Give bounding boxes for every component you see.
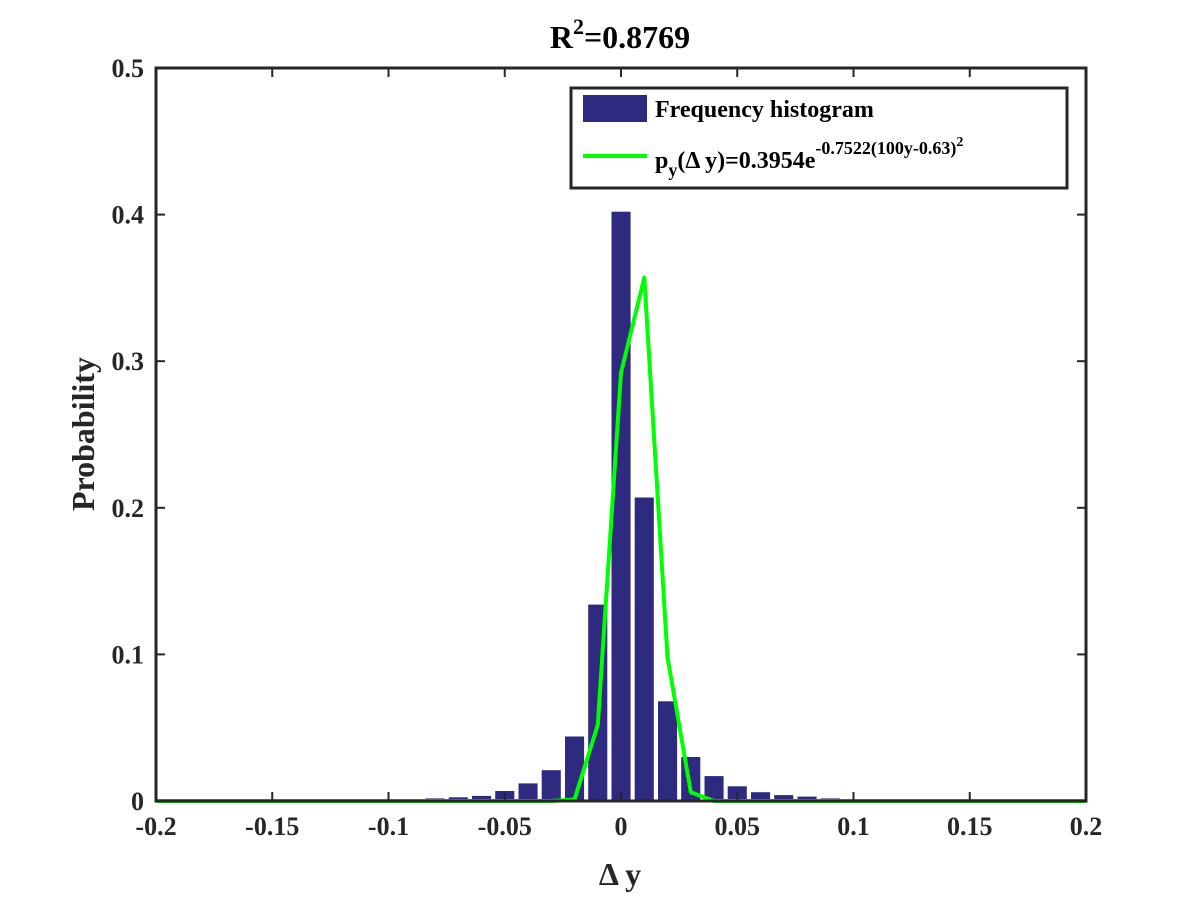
legend-fit-mid: (Δ y)=0.3954e (677, 148, 815, 174)
histogram-bar (751, 792, 771, 801)
histogram-bar (797, 796, 817, 801)
x-tick-label: 0.1 (837, 812, 870, 841)
chart-title-base: R (550, 19, 574, 55)
legend-fit-sup: -0.7522(100y-0.63) (815, 138, 956, 159)
y-tick-label: 0.4 (112, 201, 145, 230)
chart-title-rest: =0.8769 (584, 19, 690, 55)
histogram-bar (565, 736, 585, 801)
y-tick-label: 0.1 (112, 640, 145, 669)
histogram-bar (541, 770, 561, 801)
y-tick-label: 0.2 (112, 494, 145, 523)
histogram-bar (704, 776, 724, 801)
histogram-bar (634, 497, 654, 801)
legend-fit-p: p (655, 148, 668, 174)
chart-title-sup: 2 (573, 14, 584, 39)
histogram-bar (472, 795, 492, 801)
legend-label-histogram: Frequency histogram (655, 97, 874, 123)
y-axis-label: Probability (65, 357, 101, 511)
histogram-bar (774, 795, 794, 801)
x-tick-label: -0.1 (368, 812, 409, 841)
chart-title: R2=0.8769 (550, 14, 690, 55)
x-tick-label: -0.05 (478, 812, 532, 841)
x-tick-label: 0.05 (715, 812, 761, 841)
x-axis-label: Δ y (599, 856, 641, 892)
histogram-bar (518, 783, 538, 801)
legend-fit-sub: y (668, 160, 677, 180)
x-tick-label: 0.15 (947, 812, 993, 841)
y-tick-label: 0.3 (112, 347, 145, 376)
x-tick-label: -0.15 (245, 812, 299, 841)
legend-label-fit: py(Δ y)=0.3954e-0.7522(100y-0.63)2 (655, 135, 963, 180)
x-tick-label: 0 (615, 812, 628, 841)
legend: Frequency histogram py(Δ y)=0.3954e-0.75… (569, 86, 1069, 190)
plot-area (156, 211, 1086, 803)
x-tick-label: 0.2 (1070, 812, 1103, 841)
x-tick-label: -0.2 (135, 812, 176, 841)
y-tick-label: 0 (131, 787, 144, 816)
y-tick-label: 0.5 (112, 54, 145, 83)
histogram-bar (658, 701, 678, 801)
axis-ticks: -0.2 -0.15 -0.1 -0.05 0 0.05 0.1 0.15 0.2 0 0.1 0.2… (112, 54, 1103, 841)
legend-swatch-histogram (583, 95, 647, 122)
legend-box (569, 86, 1069, 190)
histogram-bar (611, 211, 631, 801)
legend-fit-sup2: 2 (956, 135, 963, 150)
